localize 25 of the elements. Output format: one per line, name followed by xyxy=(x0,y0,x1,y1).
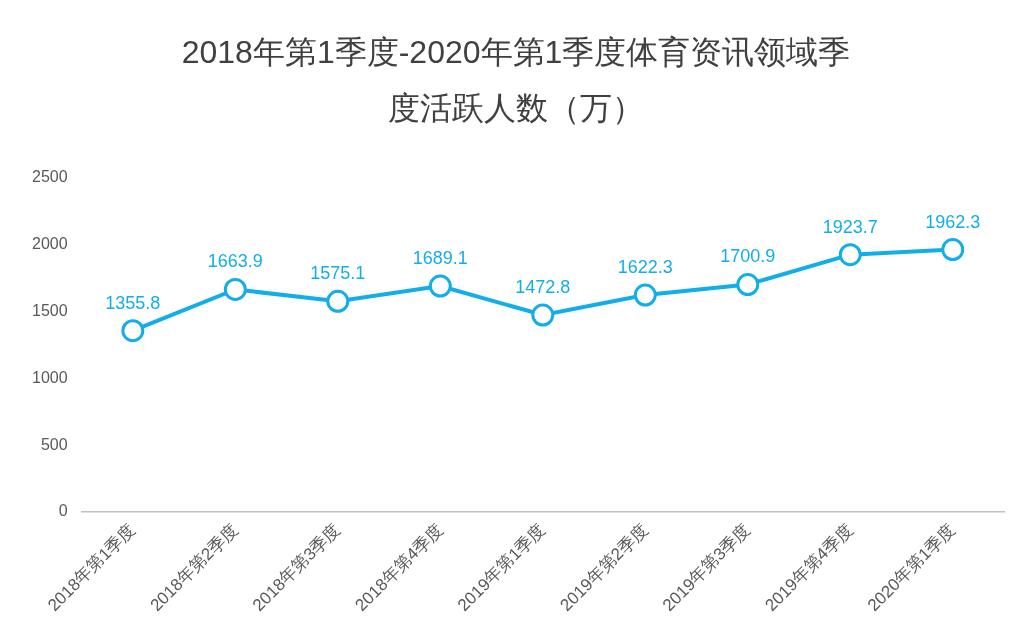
data-label: 1472.8 xyxy=(515,276,571,297)
data-label: 1355.8 xyxy=(105,292,161,313)
point xyxy=(121,319,145,343)
point xyxy=(531,303,555,327)
data-label: 1700.9 xyxy=(720,246,776,267)
point xyxy=(326,289,350,313)
data-label: 1962.3 xyxy=(925,211,981,232)
y-tick-label: 2500 xyxy=(32,168,68,186)
data-label: 1575.1 xyxy=(310,263,366,284)
point xyxy=(941,238,965,262)
point xyxy=(633,283,657,307)
data-label: 1622.3 xyxy=(617,256,673,277)
point xyxy=(223,277,247,301)
point xyxy=(838,243,862,267)
data-label: 1663.9 xyxy=(207,251,263,272)
point xyxy=(736,273,760,297)
data-label: 1689.1 xyxy=(412,248,468,269)
data-label: 1923.7 xyxy=(822,216,878,237)
y-tick-label: 1500 xyxy=(32,301,68,319)
chart-title: 2018年第1季度-2020年第1季度体育资讯领域季度活跃人数（万） xyxy=(180,33,852,128)
point xyxy=(428,274,452,298)
y-tick-label: 500 xyxy=(40,435,68,453)
y-tick-label: 2000 xyxy=(32,234,68,252)
y-tick-label: 1000 xyxy=(32,368,68,386)
y-tick-label: 0 xyxy=(58,502,68,520)
